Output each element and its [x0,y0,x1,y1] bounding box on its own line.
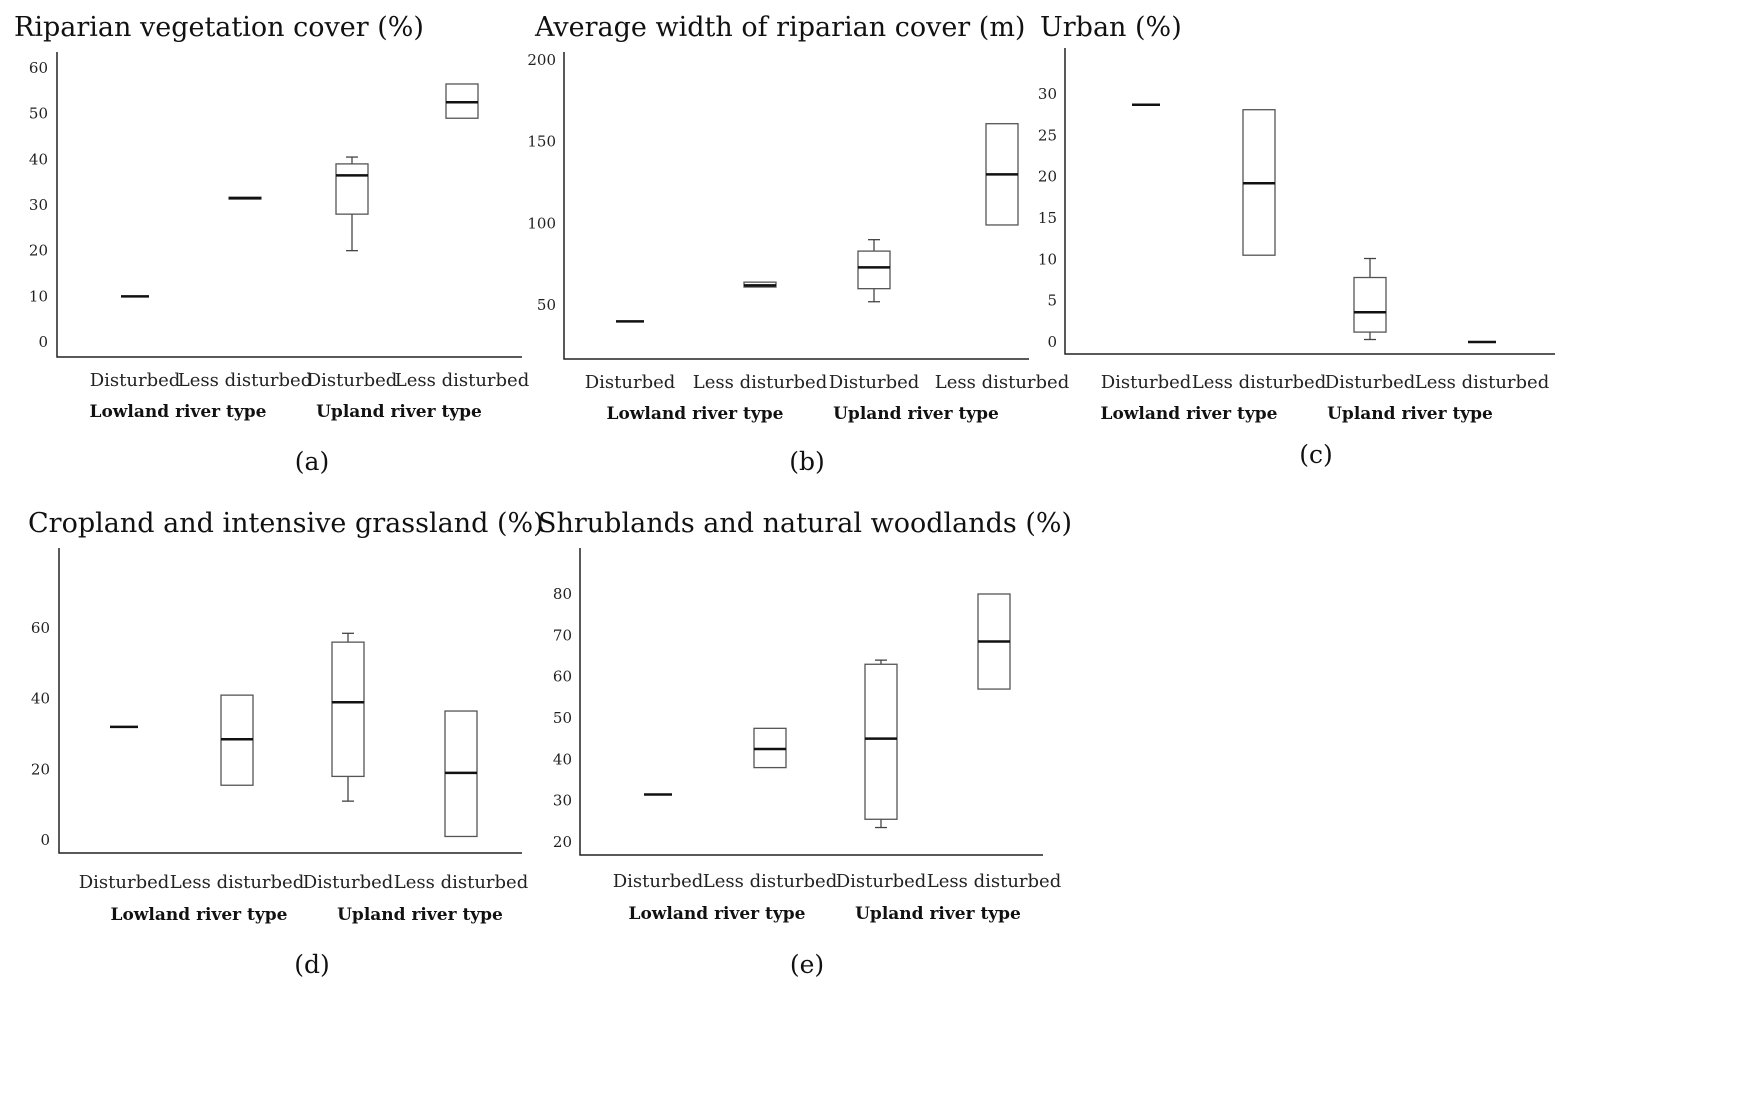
y-tick-label: 30 [29,196,48,214]
x-category-label: Disturbed [90,370,181,391]
y-tick-label: 25 [1038,126,1057,144]
chart-panel-a: Riparian vegetation cover (%) 0 10 20 30 40 50… [14,12,529,476]
x-category-label: Less disturbed [395,370,529,391]
y-tick-label: 10 [29,287,48,305]
y-tick-label: 40 [31,690,50,708]
y-tick-label: 60 [553,668,572,686]
x-category-label: Disturbed [1325,372,1416,393]
x-group-label: Lowland river type [607,404,784,424]
axes [563,52,1029,360]
x-category-label: Less disturbed [178,370,312,391]
y-tick-label: 10 [1038,250,1057,268]
y-tick-label: 200 [527,51,556,69]
x-category-label: Less disturbed [170,872,304,893]
y-tick-label: 20 [31,760,50,778]
y-tick-label: 20 [29,242,48,260]
x-category-label: Disturbed [585,372,676,393]
box-iqr [1353,276,1387,333]
y-tick-label: 50 [29,105,48,123]
y-tick-label: 40 [29,150,48,168]
x-group-label: Upland river type [337,905,503,925]
y-tick-label: 100 [527,214,556,232]
panel-label: (c) [1299,440,1333,469]
x-category-label: Disturbed [1101,372,1192,393]
y-tick-label: 15 [1038,209,1057,227]
x-group-label: Lowland river type [90,402,267,422]
y-tick-label: 150 [527,133,556,151]
chart-panel-b: Average width of riparian cover (m)50100… [527,12,1069,476]
y-tick-label: 60 [29,59,48,77]
axes [1064,48,1555,355]
x-category-label: Less disturbed [1192,372,1326,393]
y-tick-label: 0 [1047,333,1057,351]
y-tick-label: 70 [553,626,572,644]
chart-title: Urban (%) [1040,12,1182,43]
chart-title: Cropland and intensive grassland (%) [28,508,544,539]
panel-label: (a) [295,447,329,476]
axes [58,548,522,854]
x-group-label: Lowland river type [1101,404,1278,424]
y-tick-label: 30 [553,792,572,810]
x-category-label: Disturbed [836,871,927,892]
y-tick-label: 20 [1038,168,1057,186]
x-category-label: Less disturbed [927,871,1061,892]
x-category-label: Disturbed [829,372,920,393]
y-tick-label: 0 [38,333,48,351]
chart-title: Shrublands and natural woodlands (%) [538,508,1072,539]
x-category-label: Less disturbed [703,871,837,892]
x-category-label: Disturbed [613,871,704,892]
panel-label: (b) [789,447,825,476]
y-tick-label: 80 [553,585,572,603]
x-group-label: Upland river type [833,404,999,424]
y-tick-label: 60 [31,619,50,637]
box-iqr [335,163,369,215]
axes [56,52,522,358]
y-tick-label: 50 [537,296,556,314]
y-tick-label: 50 [553,709,572,727]
x-category-label: Less disturbed [693,372,827,393]
x-group-label: Upland river type [1327,404,1493,424]
axes [579,548,1043,856]
chart-title: Average width of riparian cover (m) [534,12,1025,43]
x-category-label: Less disturbed [935,372,1069,393]
x-category-label: Disturbed [307,370,398,391]
panel-label: (e) [790,950,824,979]
y-tick-label: 40 [553,750,572,768]
y-tick-label: 5 [1047,292,1057,310]
box-iqr [857,250,891,290]
chart-title: Riparian vegetation cover (%) [14,12,424,43]
chart-panel-e: Shrublands and natural woodlands (%) 20 30… [538,508,1072,979]
chart-panel-d: Cropland and intensive grassland (%) 0 20 4… [28,508,544,979]
x-category-label: Disturbed [79,872,170,893]
x-group-label: Lowland river type [629,904,806,924]
x-category-label: Disturbed [303,872,394,893]
x-category-label: Less disturbed [394,872,528,893]
box-iqr [864,663,898,820]
x-group-label: Upland river type [316,402,482,422]
x-category-label: Less disturbed [1415,372,1549,393]
y-tick-label: 0 [40,831,50,849]
y-tick-label: 20 [553,833,572,851]
box-iqr [331,641,365,778]
panel-label: (d) [294,950,330,979]
y-tick-label: 30 [1038,85,1057,103]
x-group-label: Upland river type [855,904,1021,924]
x-group-label: Lowland river type [111,905,288,925]
